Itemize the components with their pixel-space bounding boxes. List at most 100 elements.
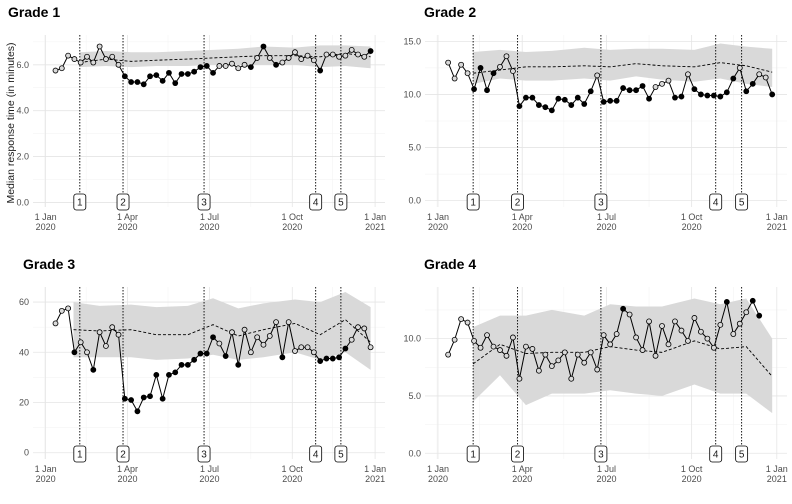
observed-point bbox=[77, 59, 84, 66]
observed-point bbox=[672, 94, 678, 101]
observed-point bbox=[342, 345, 349, 352]
event-marker-box bbox=[709, 445, 723, 463]
observed-point bbox=[600, 332, 607, 339]
event-marker: 3 bbox=[197, 193, 211, 211]
x-tick-label: 1 Jan bbox=[427, 464, 449, 474]
x-tick-label: 2020 bbox=[118, 222, 138, 232]
observed-point bbox=[260, 341, 267, 348]
observed-point bbox=[762, 74, 769, 81]
event-marker: 1 bbox=[466, 193, 480, 211]
observed-point bbox=[153, 371, 160, 378]
observed-point bbox=[471, 86, 477, 93]
observed-point bbox=[626, 311, 633, 318]
observed-point bbox=[555, 95, 562, 102]
observed-point bbox=[266, 55, 273, 61]
observed-point bbox=[191, 68, 198, 75]
observed-point bbox=[342, 52, 349, 59]
observed-point bbox=[477, 344, 484, 351]
observed-point bbox=[756, 312, 763, 319]
observed-point bbox=[121, 73, 128, 80]
observed-point bbox=[652, 84, 659, 90]
observed-point bbox=[279, 354, 286, 361]
event-marker: 1 bbox=[73, 193, 87, 211]
observed-point bbox=[730, 75, 737, 82]
y-tick-label: 6.0 bbox=[16, 60, 29, 70]
observed-point bbox=[254, 334, 261, 341]
x-tick-label: 1 Apr bbox=[117, 464, 138, 474]
x-tick-label: 1 Jan bbox=[766, 212, 788, 222]
observed-point bbox=[445, 59, 452, 66]
observed-point bbox=[96, 329, 103, 336]
event-marker: 5 bbox=[735, 193, 749, 211]
observed-point bbox=[90, 366, 97, 373]
event-marker-box bbox=[735, 193, 749, 211]
observed-point bbox=[594, 366, 601, 373]
observed-point bbox=[65, 305, 72, 312]
observed-point bbox=[503, 53, 510, 60]
event-marker: 4 bbox=[309, 193, 323, 211]
event-marker-label: 4 bbox=[313, 450, 319, 461]
x-tick-label: 2020 bbox=[596, 474, 616, 484]
observed-point bbox=[510, 68, 516, 74]
x-tick-label: 1 Oct bbox=[681, 212, 703, 222]
observed-point bbox=[134, 79, 141, 85]
observed-point bbox=[241, 61, 248, 68]
observed-point bbox=[90, 59, 97, 66]
observed-point bbox=[685, 71, 691, 78]
observed-point bbox=[147, 393, 153, 400]
expected-line bbox=[473, 62, 773, 74]
observed-point bbox=[159, 395, 166, 402]
observed-point bbox=[52, 67, 59, 74]
observed-point bbox=[736, 320, 743, 327]
observed-point bbox=[523, 343, 529, 350]
observed-point bbox=[222, 353, 229, 359]
observed-point bbox=[103, 343, 109, 349]
y-tick-label: 2.0 bbox=[16, 152, 29, 162]
event-marker-label: 5 bbox=[739, 198, 745, 209]
observed-point bbox=[646, 318, 652, 325]
event-marker-box bbox=[116, 193, 130, 211]
event-marker-label: 3 bbox=[201, 450, 207, 461]
observed-point bbox=[561, 96, 568, 103]
observed-point bbox=[361, 325, 368, 332]
event-marker: 2 bbox=[511, 445, 524, 463]
observed-point bbox=[153, 72, 160, 79]
x-tick-label: 1 Jan bbox=[35, 212, 57, 222]
observed-point bbox=[490, 343, 497, 350]
observed-point bbox=[203, 350, 210, 357]
observed-point bbox=[128, 79, 135, 85]
observed-point bbox=[633, 334, 639, 341]
event-marker-box bbox=[73, 193, 87, 211]
observed-point bbox=[329, 355, 336, 362]
observed-point bbox=[749, 297, 756, 304]
observed-point bbox=[298, 344, 305, 351]
observed-point bbox=[109, 324, 116, 331]
observed-point bbox=[84, 53, 90, 60]
observed-point bbox=[743, 88, 750, 95]
event-marker: 2 bbox=[511, 193, 524, 211]
observed-point bbox=[367, 48, 374, 54]
observed-point bbox=[672, 318, 678, 325]
x-tick-label: 1 Jan bbox=[364, 212, 386, 222]
observed-point bbox=[529, 94, 536, 101]
event-marker-label: 5 bbox=[739, 450, 745, 461]
observed-point bbox=[310, 57, 317, 64]
observed-point bbox=[103, 56, 109, 62]
observed-point bbox=[685, 337, 691, 344]
observed-point bbox=[52, 320, 59, 327]
x-tick-label: 2020 bbox=[36, 474, 56, 484]
observed-point bbox=[298, 56, 305, 62]
observed-point bbox=[665, 77, 672, 84]
observed-point bbox=[535, 367, 542, 374]
observed-point bbox=[561, 349, 568, 356]
observed-point bbox=[336, 53, 342, 60]
event-marker-box bbox=[309, 193, 323, 211]
observed-point bbox=[329, 51, 336, 58]
observed-point bbox=[639, 83, 646, 89]
observed-point bbox=[367, 344, 374, 351]
observed-point bbox=[458, 316, 465, 323]
observed-point bbox=[736, 65, 743, 71]
event-marker: 3 bbox=[197, 445, 211, 463]
